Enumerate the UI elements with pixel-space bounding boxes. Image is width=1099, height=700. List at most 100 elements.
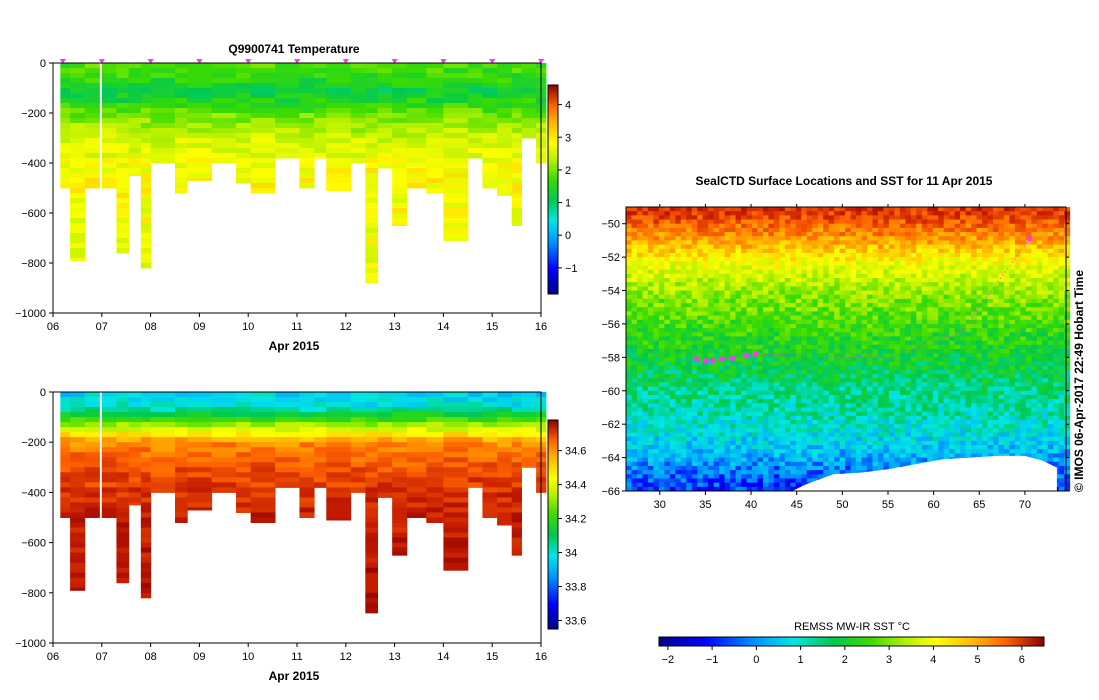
sst-cell [888,332,895,337]
sst-cell [806,286,813,292]
sst-cell [631,332,638,337]
sst-cell [757,261,764,266]
sst-cell [697,290,704,296]
profile-cell [128,457,142,463]
sst-cell [708,349,715,354]
sst-cell [888,265,895,271]
sst-cell [812,315,819,321]
profile-cell [250,183,276,189]
sst-cell [998,207,1005,212]
profile-cell [299,178,315,184]
sst-cell [828,273,835,279]
profile-cell [443,198,469,204]
sst-cell [1053,265,1060,271]
sst-cell [1025,215,1032,221]
sst-cell [784,357,791,363]
sst-cell [653,290,660,296]
profile-cell [350,467,366,473]
sst-cell [916,357,923,363]
sst-cell [713,286,720,292]
profile-cell [275,447,300,453]
sst-cell [921,223,928,229]
profile-cell [299,492,315,498]
sst-cell [932,332,939,337]
sst-cell [773,211,780,216]
sst-cell [735,319,742,325]
sst-cell [784,236,791,241]
sst-cell [899,257,906,262]
sst-cell [1003,244,1010,250]
sst-cell [916,236,923,241]
profile-cell [467,422,483,428]
sst-cell [795,311,802,317]
profile-cell [497,442,513,448]
sst-cell [642,332,649,337]
sst-cell [899,328,906,333]
sst-cell [899,252,906,258]
sst-cell [697,294,704,300]
profile-cell [250,133,276,139]
sst-cell [795,294,802,300]
sst-cell [719,303,726,308]
sst-cell [910,328,917,333]
sst-cell [839,286,846,292]
sst-cell [790,261,797,266]
sst-cell [1003,344,1010,350]
x-tick-label: 16 [535,321,547,333]
sst-cell [954,273,961,279]
sst-cell [965,365,972,371]
sst-cell [1003,340,1010,346]
sst-cell [888,278,895,283]
profile-cell [443,193,469,199]
profile-cell [443,233,469,239]
sst-cell [866,273,873,279]
sst-cell [741,232,747,237]
sst-cell [735,340,742,346]
sst-cell [877,315,884,321]
sst-cell [724,336,731,342]
sst-cell [943,315,950,321]
sst-cell [669,340,676,346]
profile-cell [365,273,379,279]
sst-cell [1064,294,1071,300]
profile-cell [365,422,379,428]
sst-cell [636,298,643,304]
profile-cell [365,168,379,174]
sst-cell [982,219,988,225]
sst-cell [686,244,693,250]
profile-cell [299,93,315,99]
sst-cell [762,236,769,241]
sst-cell [971,328,978,333]
sst-cell [757,282,764,287]
profile-cell [116,98,130,104]
profile-cell [236,168,252,174]
sst-cell [751,215,758,221]
profile-cell [511,98,522,104]
profile-column [187,63,213,181]
sst-cell [1053,319,1060,325]
profile-cell [128,487,142,493]
sst-cell [982,332,988,337]
sst-cell [1053,307,1060,312]
profile-cell [377,412,393,418]
sst-cell [971,340,978,346]
profile-cell [70,213,86,219]
sst-cell [708,353,715,358]
sst-cell [636,207,643,212]
sst-cell [784,336,791,342]
sst-cell [894,332,901,337]
sst-cell [866,227,873,233]
sst-cell [773,286,780,292]
profile-cell [511,472,522,478]
profile-cell [482,123,498,129]
profile-cell [60,502,71,508]
sst-map-plot [626,207,1071,492]
sst-cell [784,315,791,321]
sst-cell [894,290,901,296]
sst-cell [883,365,890,371]
sst-cell [1009,211,1016,216]
profile-cell [236,118,252,124]
profile-cell [521,462,537,468]
sst-cell [1064,349,1071,354]
profile-cell [406,402,427,408]
